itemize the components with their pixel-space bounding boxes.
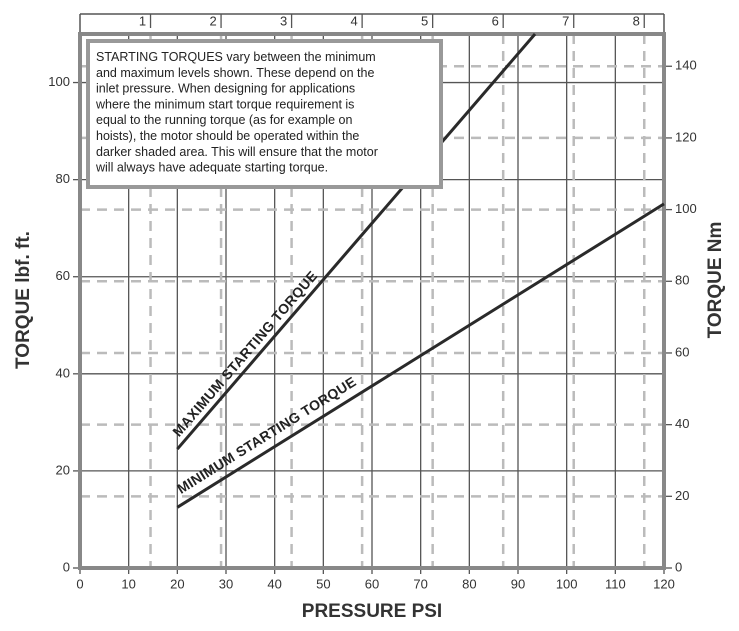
annotation-line: and maximum levels shown. These depend o… xyxy=(96,66,374,80)
plot-frame xyxy=(78,32,666,570)
x-tick-label: 120 xyxy=(653,576,675,591)
y2-tick-label: 100 xyxy=(675,201,697,216)
x2-tick-label: 3 xyxy=(280,13,287,28)
y2-tick-label: 80 xyxy=(675,273,689,288)
x2-tick-label: 8 xyxy=(633,13,640,28)
annotation-line: will always have adequate starting torqu… xyxy=(95,161,328,175)
y-tick-label: 60 xyxy=(56,268,70,283)
y-tick-label: 40 xyxy=(56,365,70,380)
x-tick-label: 40 xyxy=(267,576,281,591)
y-tick-label: 80 xyxy=(56,171,70,186)
series-line xyxy=(176,33,537,451)
x2-tick-label: 1 xyxy=(139,13,146,28)
x2-tick-label: 2 xyxy=(209,13,216,28)
x-tick-label: 100 xyxy=(556,576,578,591)
series-line xyxy=(176,202,665,509)
annotation-line: STARTING TORQUES vary between the minimu… xyxy=(96,50,376,64)
x-tick-label: 60 xyxy=(365,576,379,591)
annotation-line: where the minimum start torque requireme… xyxy=(95,97,354,111)
x-tick-label: 50 xyxy=(316,576,330,591)
y2-axis-label: TORQUE Nm xyxy=(705,222,726,339)
y2-tick-label: 20 xyxy=(675,488,689,503)
x-tick-label: 0 xyxy=(76,576,83,591)
annotation-line: darker shaded area. This will ensure tha… xyxy=(96,145,378,159)
y-tick-label: 100 xyxy=(48,74,70,89)
y2-tick-label: 40 xyxy=(675,416,689,431)
annotation-box xyxy=(86,39,443,189)
x-tick-label: 80 xyxy=(462,576,476,591)
x-tick-label: 70 xyxy=(413,576,427,591)
y-axis-label: TORQUE lbf. ft. xyxy=(13,231,34,369)
x-tick-label: 30 xyxy=(219,576,233,591)
y2-tick-label: 60 xyxy=(675,344,689,359)
x-axis-label: PRESSURE PSI xyxy=(302,601,442,622)
x-tick-label: 110 xyxy=(605,576,626,591)
x-tick-label: 90 xyxy=(511,576,525,591)
y2-tick-label: 0 xyxy=(675,559,682,574)
annotation-line: inlet pressure. When designing for appli… xyxy=(96,82,355,96)
y-tick-label: 20 xyxy=(56,462,70,477)
x2-tick-label: 4 xyxy=(351,13,358,28)
y2-tick-label: 140 xyxy=(675,58,697,73)
x-tick-label: 10 xyxy=(121,576,135,591)
x2-tick-label: 5 xyxy=(421,13,428,28)
annotation-line: hoists), the motor should be operated wi… xyxy=(96,129,359,143)
annotation-line: equal to the running torque (as for exam… xyxy=(96,113,352,127)
y2-tick-label: 120 xyxy=(675,129,697,144)
x2-tick-label: 6 xyxy=(492,13,499,28)
y-tick-label: 0 xyxy=(63,559,70,574)
x-tick-label: 20 xyxy=(170,576,184,591)
x2-tick-label: 7 xyxy=(562,13,569,28)
